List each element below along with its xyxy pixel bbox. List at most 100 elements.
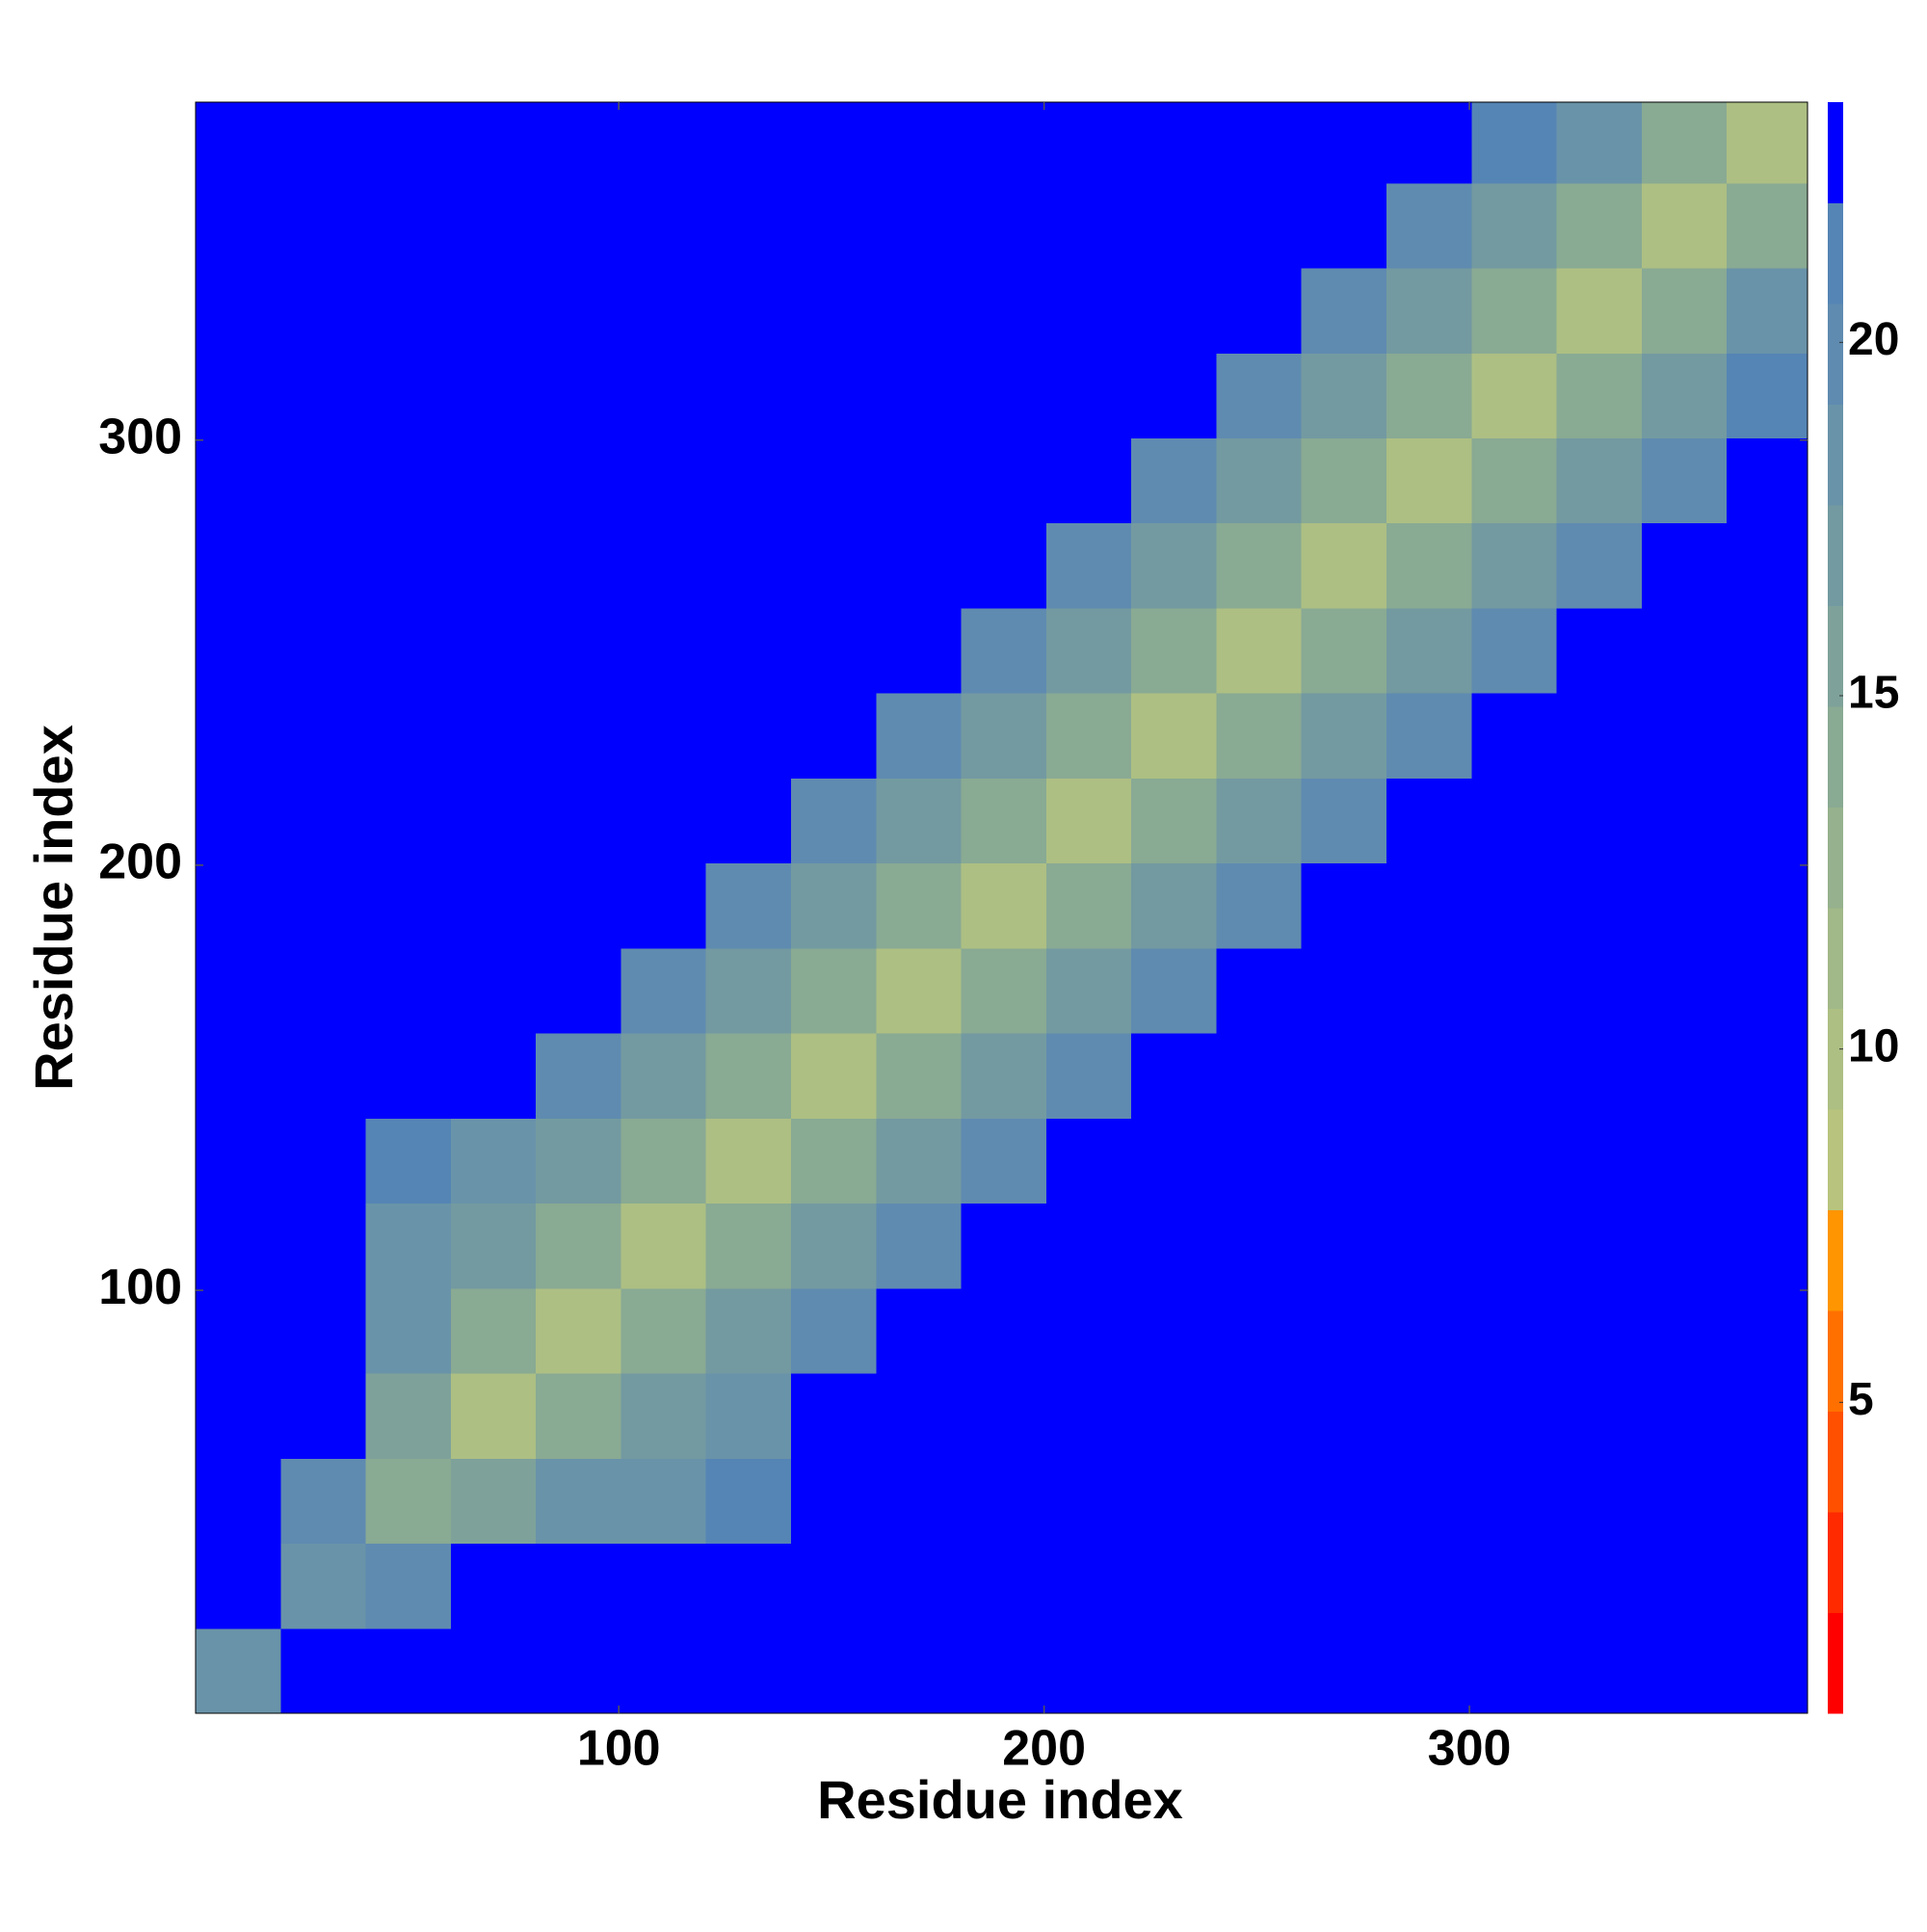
- heatmap-cell: [536, 522, 621, 609]
- heatmap-cell: [450, 182, 537, 269]
- heatmap-cell: [1556, 437, 1643, 524]
- heatmap-cell: [1301, 353, 1387, 439]
- heatmap-cell: [1727, 1458, 1808, 1545]
- heatmap-cell: [620, 1287, 707, 1374]
- heatmap-cell: [1727, 437, 1808, 524]
- heatmap-cell: [365, 778, 452, 864]
- heatmap-cell: [280, 778, 367, 864]
- heatmap-cell: [790, 947, 877, 1034]
- heatmap-cell: [876, 1287, 963, 1374]
- heatmap-cell: [1045, 437, 1132, 524]
- heatmap-cell: [536, 1287, 621, 1374]
- heatmap-cell: [1131, 182, 1217, 269]
- heatmap-cell: [1386, 1458, 1472, 1545]
- heatmap-cell: [1216, 1033, 1303, 1119]
- heatmap-cell: [450, 268, 537, 354]
- heatmap-cell: [620, 522, 707, 609]
- heatmap-cell: [961, 607, 1047, 694]
- heatmap-cell: [790, 353, 877, 439]
- heatmap-cell: [1301, 947, 1387, 1034]
- heatmap-cell: [1045, 862, 1132, 949]
- colorbar-level: [1828, 202, 1843, 304]
- heatmap-cell: [705, 522, 792, 609]
- heatmap-cell: [705, 1033, 792, 1119]
- heatmap-cell: [876, 693, 963, 779]
- heatmap-cell: [876, 607, 963, 694]
- heatmap-cell: [620, 102, 707, 184]
- heatmap-cell: [365, 1033, 452, 1119]
- colorbar-level: [1828, 605, 1843, 707]
- heatmap-cell: [1556, 1458, 1643, 1545]
- heatmap-cell: [1045, 693, 1132, 779]
- heatmap-cells: [196, 102, 1808, 1714]
- heatmap-cell: [280, 947, 367, 1034]
- heatmap-cell: [1727, 1628, 1808, 1714]
- heatmap-cell: [876, 437, 963, 524]
- heatmap-cell: [961, 353, 1047, 439]
- heatmap-cell: [1301, 268, 1387, 354]
- heatmap-cell: [196, 102, 281, 184]
- heatmap-cell: [450, 102, 537, 184]
- heatmap-cell: [450, 862, 537, 949]
- heatmap-cell: [1216, 1373, 1303, 1459]
- heatmap-cell: [1045, 1118, 1132, 1204]
- heatmap-cell: [1727, 607, 1808, 694]
- heatmap-cell: [705, 1203, 792, 1289]
- heatmap-cell: [196, 607, 281, 694]
- heatmap-cell: [961, 1543, 1047, 1629]
- heatmap-cell: [876, 778, 963, 864]
- heatmap-cell: [280, 182, 367, 269]
- heatmap-cell: [1045, 778, 1132, 864]
- heatmap-cell: [1471, 182, 1558, 269]
- heatmap-cell: [280, 522, 367, 609]
- heatmap-cell: [536, 1543, 621, 1629]
- heatmap-cell: [790, 268, 877, 354]
- heatmap-cell: [1045, 182, 1132, 269]
- heatmap-cell: [450, 1203, 537, 1289]
- heatmap-cell: [1641, 437, 1728, 524]
- heatmap-cell: [705, 778, 792, 864]
- heatmap-cell: [196, 778, 281, 864]
- heatmap-cell: [1641, 1373, 1728, 1459]
- heatmap-cell: [280, 1373, 367, 1459]
- heatmap-cell: [450, 778, 537, 864]
- heatmap-cell: [1045, 1287, 1132, 1374]
- heatmap-cell: [705, 1458, 792, 1545]
- heatmap-cell: [1386, 1543, 1472, 1629]
- heatmap-cell: [196, 1543, 281, 1629]
- heatmap-cell: [1556, 1033, 1643, 1119]
- heatmap-cell: [280, 693, 367, 779]
- heatmap-cell: [961, 778, 1047, 864]
- heatmap-cell: [1301, 1543, 1387, 1629]
- heatmap-cell: [1641, 102, 1728, 184]
- heatmap-cell: [1471, 353, 1558, 439]
- heatmap-cell: [1301, 522, 1387, 609]
- heatmap-cell: [1216, 862, 1303, 949]
- heatmap-cell: [961, 1203, 1047, 1289]
- heatmap-cell: [705, 947, 792, 1034]
- heatmap-cell: [1216, 1458, 1303, 1545]
- heatmap-cell: [705, 1373, 792, 1459]
- heatmap-cell: [536, 1118, 621, 1204]
- heatmap-cell: [620, 437, 707, 524]
- heatmap-cell: [1131, 693, 1217, 779]
- heatmap-cell: [280, 1033, 367, 1119]
- heatmap-cell: [876, 1373, 963, 1459]
- heatmap-cell: [450, 522, 537, 609]
- colorbar-level: [1828, 706, 1843, 807]
- heatmap-cell: [1131, 1203, 1217, 1289]
- heatmap-cell: [620, 778, 707, 864]
- heatmap-cell: [365, 1203, 452, 1289]
- heatmap-cell: [790, 778, 877, 864]
- heatmap-cell: [1727, 1543, 1808, 1629]
- heatmap-cell: [1216, 182, 1303, 269]
- heatmap-cell: [1727, 102, 1808, 184]
- heatmap-cell: [1216, 947, 1303, 1034]
- heatmap-cell: [876, 182, 963, 269]
- heatmap-cell: [1556, 182, 1643, 269]
- heatmap-cell: [705, 1287, 792, 1374]
- colorbar-tick-label: 10: [1848, 1020, 1899, 1072]
- heatmap-cell: [1727, 1287, 1808, 1374]
- heatmap-cell: [1641, 693, 1728, 779]
